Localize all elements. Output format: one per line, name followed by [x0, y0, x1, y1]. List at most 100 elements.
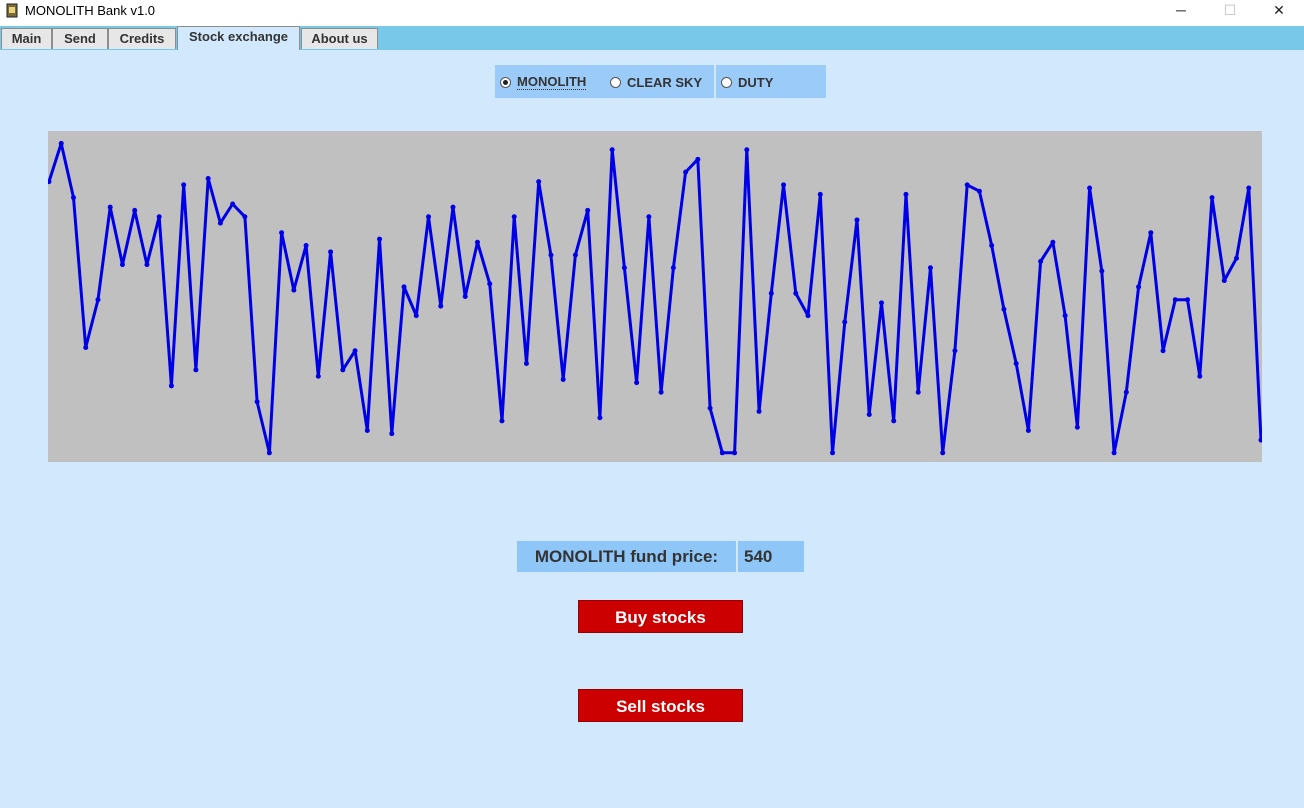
price-point	[744, 147, 750, 153]
tab-about-us[interactable]: About us	[301, 28, 378, 49]
price-point	[1185, 297, 1191, 303]
buy-stocks-button[interactable]: Buy stocks	[578, 600, 743, 633]
tab-credits[interactable]: Credits	[108, 28, 176, 49]
price-point	[658, 389, 664, 395]
price-point	[450, 204, 456, 210]
price-point	[315, 373, 321, 379]
minimize-button[interactable]: ─	[1176, 2, 1186, 18]
price-point	[952, 348, 958, 354]
price-point	[487, 281, 493, 287]
radio-unchecked-icon	[721, 76, 732, 88]
price-point	[156, 214, 162, 220]
price-point	[1038, 258, 1044, 264]
price-point	[58, 140, 64, 146]
radio-unchecked-icon	[610, 76, 621, 88]
price-point	[266, 450, 272, 456]
price-point	[1025, 427, 1031, 433]
price-point	[805, 313, 811, 319]
price-point	[426, 214, 432, 220]
fund-selector: MONOLITH CLEAR SKY DUTY	[495, 65, 826, 98]
price-point	[1087, 185, 1093, 191]
price-point	[842, 319, 848, 325]
price-point	[48, 179, 52, 185]
price-point	[193, 367, 199, 373]
radio-clear-sky[interactable]: CLEAR SKY	[610, 74, 702, 90]
radio-monolith[interactable]: MONOLITH	[500, 74, 587, 90]
price-point	[377, 236, 383, 242]
price-point	[670, 265, 676, 271]
price-point	[1062, 313, 1068, 319]
price-point	[781, 182, 787, 188]
price-point	[1221, 278, 1227, 284]
price-point	[340, 367, 346, 373]
price-point	[303, 242, 309, 248]
price-point	[95, 297, 101, 303]
price-point	[585, 207, 591, 213]
price-point	[254, 399, 260, 405]
price-point	[1246, 185, 1252, 191]
tab-send[interactable]: Send	[52, 28, 108, 49]
price-point	[401, 284, 407, 290]
price-point	[976, 188, 982, 194]
sell-stocks-button[interactable]: Sell stocks	[578, 689, 743, 722]
price-point	[1136, 284, 1142, 290]
price-point	[242, 214, 248, 220]
radio-clear-sky-label: CLEAR SKY	[627, 74, 703, 90]
price-point	[205, 175, 211, 181]
price-point	[144, 262, 150, 268]
price-point	[499, 418, 505, 424]
price-point	[940, 450, 946, 456]
price-point	[989, 242, 995, 248]
price-point	[328, 249, 334, 255]
price-point	[854, 217, 860, 223]
tab-stock-exchange[interactable]: Stock exchange	[177, 26, 300, 50]
tab-main[interactable]: Main	[1, 28, 52, 49]
price-point	[536, 179, 542, 185]
radio-duty-label: DUTY	[738, 74, 774, 90]
price-point	[107, 204, 113, 210]
price-point	[817, 191, 823, 197]
price-point	[719, 450, 725, 456]
price-point	[1123, 389, 1129, 395]
price-point	[1001, 306, 1007, 312]
price-point	[683, 169, 689, 175]
price-point	[634, 380, 640, 386]
price-point	[279, 230, 285, 236]
price-point	[560, 376, 566, 382]
close-button[interactable]: ✕	[1273, 2, 1285, 18]
price-point	[462, 294, 468, 299]
price-point	[230, 201, 236, 207]
price-point	[695, 156, 701, 162]
price-point	[1234, 255, 1240, 261]
price-point	[413, 313, 419, 319]
price-point	[474, 239, 480, 245]
window-title: MONOLITH Bank v1.0	[25, 3, 156, 18]
price-point	[1148, 230, 1154, 236]
price-point	[1111, 450, 1117, 456]
price-point	[830, 450, 836, 456]
price-point	[927, 265, 933, 271]
price-point	[1099, 268, 1105, 274]
radio-monolith-label: MONOLITH	[517, 74, 587, 90]
price-point	[878, 300, 884, 306]
price-point	[70, 195, 76, 201]
price-point	[511, 214, 517, 220]
title-bar: MONOLITH Bank v1.0 ─ ☐ ✕	[0, 0, 1304, 26]
price-point	[168, 383, 174, 389]
price-point	[523, 360, 529, 366]
price-point	[597, 415, 603, 421]
app-logo-icon	[6, 3, 18, 18]
price-point	[1258, 437, 1262, 443]
price-point	[891, 418, 897, 424]
price-point	[915, 389, 921, 395]
price-point	[1197, 373, 1203, 379]
price-point	[1074, 424, 1080, 430]
radio-duty[interactable]: DUTY	[721, 74, 773, 90]
maximize-button[interactable]: ☐	[1223, 2, 1237, 18]
price-point	[572, 252, 578, 258]
fund-price-label: MONOLITH fund price:	[517, 541, 736, 572]
price-point	[132, 207, 138, 213]
price-point	[793, 290, 799, 296]
price-point	[548, 252, 554, 258]
price-point	[1160, 348, 1166, 354]
